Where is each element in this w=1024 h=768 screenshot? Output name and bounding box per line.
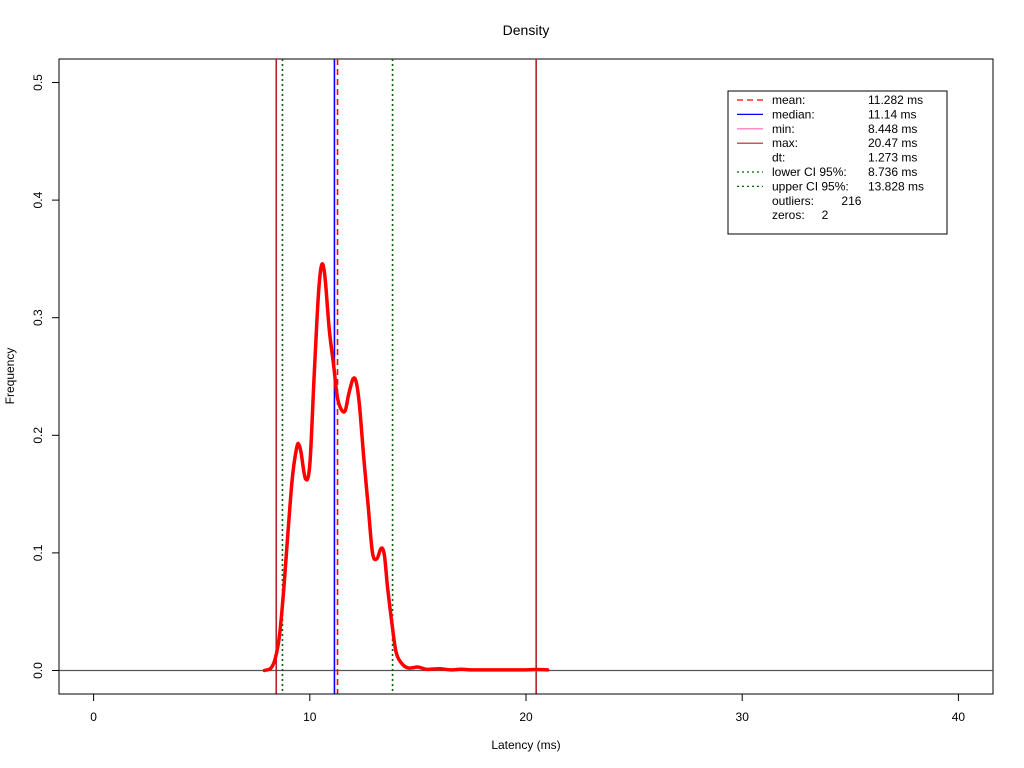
legend-label: median: <box>772 107 815 121</box>
legend-value: 11.282 ms <box>868 93 923 107</box>
legend-value: 8.448 ms <box>868 122 917 136</box>
legend-value: 11.14 ms <box>868 107 916 121</box>
x-axis-label: Latency (ms) <box>491 738 560 752</box>
y-tick-label: 0.5 <box>31 74 45 91</box>
legend-label: min: <box>772 122 795 136</box>
y-tick-label: 0.3 <box>31 309 45 326</box>
y-tick-label: 0.0 <box>31 662 45 679</box>
x-tick-label: 10 <box>303 710 317 724</box>
x-tick-label: 30 <box>736 710 750 724</box>
chart-title: Density <box>503 22 550 38</box>
y-tick-label: 0.4 <box>31 191 45 208</box>
legend-label: mean: <box>772 93 805 107</box>
x-tick-label: 0 <box>90 710 97 724</box>
legend-value: 2 <box>822 208 829 222</box>
x-tick-label: 20 <box>519 710 533 724</box>
y-axis-label: Frequency <box>3 348 17 405</box>
legend-value: 216 <box>841 194 861 208</box>
legend-value: 8.736 ms <box>868 165 917 179</box>
legend-label: dt: <box>772 151 785 165</box>
legend-label: outliers: <box>772 194 814 208</box>
legend-value: 1.273 ms <box>868 151 917 165</box>
legend-value: 20.47 ms <box>868 136 917 150</box>
legend-label: upper CI 95%: <box>772 179 849 193</box>
legend-value: 13.828 ms <box>868 179 924 193</box>
y-tick-label: 0.1 <box>31 544 45 561</box>
legend-box <box>727 90 948 235</box>
density-curve <box>262 262 550 673</box>
legend-label: lower CI 95%: <box>772 165 847 179</box>
x-tick-label: 40 <box>952 710 966 724</box>
legend-label: max: <box>772 136 798 150</box>
legend: mean: 11.282 ms median: 11.14 ms min: 8.448 m… <box>727 90 948 235</box>
y-tick-label: 0.2 <box>31 427 45 444</box>
legend-label: zeros: <box>772 208 805 222</box>
